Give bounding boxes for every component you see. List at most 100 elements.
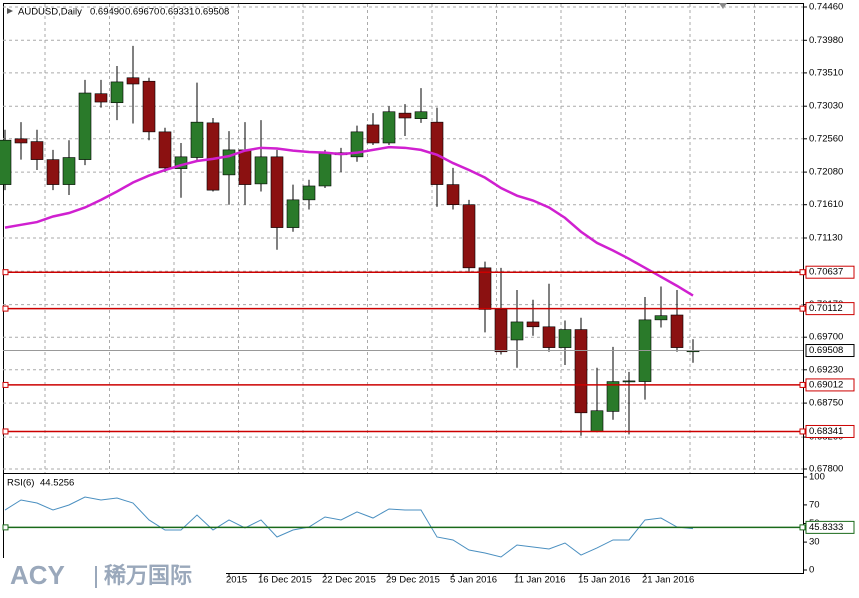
level-label: 0.70112 xyxy=(809,303,843,314)
watermark-bg xyxy=(0,558,226,598)
y-tick-label: 0.72080 xyxy=(809,167,843,178)
level-handle xyxy=(799,269,806,276)
candle-body xyxy=(126,77,140,85)
y-tick-label: 0.68750 xyxy=(809,398,843,409)
plot-frame xyxy=(3,3,804,574)
x-tick-label: 22 Dec 2015 xyxy=(322,575,376,586)
x-tick-label: 15 Jan 2016 xyxy=(578,575,630,586)
moving-average xyxy=(4,145,694,297)
candle-body xyxy=(158,131,172,169)
candle-body xyxy=(622,380,636,383)
level-handle xyxy=(799,381,806,388)
level-handle xyxy=(2,269,9,276)
candle-body xyxy=(366,124,380,144)
y-tick-label: 0.72560 xyxy=(809,133,843,144)
y-tick-label: 0.71610 xyxy=(809,199,843,210)
candle-body xyxy=(190,121,204,158)
level-label-box xyxy=(805,424,855,438)
candle-body xyxy=(558,329,572,348)
y-tick-label: 0.73030 xyxy=(809,101,843,112)
level-handle xyxy=(799,305,806,312)
candle-body xyxy=(78,92,92,160)
x-tick-label: 16 Dec 2015 xyxy=(258,575,312,586)
rsi-y-tick-label: 100 xyxy=(809,472,825,483)
header-high: 0.69670 xyxy=(125,7,159,18)
candle-body xyxy=(654,315,668,321)
candle-body xyxy=(46,159,60,185)
level-handle xyxy=(2,524,9,531)
candle-body xyxy=(414,111,428,119)
candle-body xyxy=(142,80,156,133)
rsi-y-tick-label: 0 xyxy=(809,565,814,576)
candle-body xyxy=(542,326,556,348)
candle-body xyxy=(382,111,396,144)
candle-body xyxy=(606,381,620,412)
candle-body xyxy=(0,139,12,185)
candle-body xyxy=(254,156,268,185)
candle-body xyxy=(574,329,588,414)
level-handle xyxy=(799,428,806,435)
candle-body xyxy=(270,156,284,228)
candle-body xyxy=(350,131,364,158)
rsi-level-label: 45.8333 xyxy=(809,522,843,533)
y-tick-label: 0.74460 xyxy=(809,2,843,13)
level-handle xyxy=(799,524,806,531)
y-tick-label: 0.69700 xyxy=(809,332,843,343)
rsi-line xyxy=(4,496,694,558)
scroll-marker xyxy=(719,3,727,9)
candle-body xyxy=(318,152,332,187)
candle-body xyxy=(14,138,28,144)
candle-body xyxy=(462,204,476,269)
level-handle xyxy=(2,428,9,435)
rsi-value: 44.5256 xyxy=(40,478,74,489)
chart-title: AUDUSD,Daily xyxy=(18,7,82,18)
rsi-y-tick-label: 70 xyxy=(809,499,820,510)
level-label-box xyxy=(805,378,855,392)
level-label: 0.68341 xyxy=(809,426,843,437)
header-open: 0.69490 xyxy=(90,7,124,18)
candle-body xyxy=(30,141,44,160)
y-tick-label: 0.67800 xyxy=(809,464,843,475)
candle-body xyxy=(526,321,540,328)
x-tick-label: 2015 xyxy=(226,575,247,586)
candle-body xyxy=(110,81,124,104)
header-low: 0.69331 xyxy=(160,7,194,18)
current-price-box xyxy=(805,344,855,358)
candle-body xyxy=(478,267,492,310)
candle-body xyxy=(62,157,76,185)
candle-body xyxy=(446,184,460,206)
candle-body xyxy=(302,185,316,201)
candle-body xyxy=(590,410,604,432)
symbol-icon xyxy=(7,8,13,14)
candle-body xyxy=(286,199,300,228)
level-handle xyxy=(2,305,9,312)
candle-body xyxy=(670,314,684,348)
candle-body xyxy=(398,112,412,119)
x-tick-label: 29 Dec 2015 xyxy=(386,575,440,586)
y-tick-label: 0.71130 xyxy=(809,233,843,244)
watermark-brand: ACY xyxy=(10,560,65,590)
x-tick-label: 11 Jan 2016 xyxy=(514,575,566,586)
header-close: 0.69508 xyxy=(195,7,229,18)
candle-body xyxy=(94,93,108,103)
rsi-y-tick-label: 30 xyxy=(809,537,820,548)
x-tick-label: 5 Jan 2016 xyxy=(450,575,497,586)
rsi-title: RSI(6) xyxy=(7,478,34,489)
y-tick-label: 0.73980 xyxy=(809,35,843,46)
rsi-level-box xyxy=(805,520,855,534)
y-tick-label: 0.73510 xyxy=(809,67,843,78)
candle-body xyxy=(206,122,220,191)
x-tick-label: 21 Jan 2016 xyxy=(642,575,694,586)
level-handle xyxy=(2,381,9,388)
level-label-box xyxy=(805,302,855,316)
candle-body xyxy=(494,309,508,353)
candle-body xyxy=(510,321,524,341)
watermark-name: 稀万国际 xyxy=(104,563,192,588)
y-tick-label: 0.69230 xyxy=(809,364,843,375)
level-label: 0.70637 xyxy=(809,267,843,278)
candle-body xyxy=(238,149,252,185)
level-label-box xyxy=(805,265,855,279)
level-label: 0.69012 xyxy=(809,379,843,390)
